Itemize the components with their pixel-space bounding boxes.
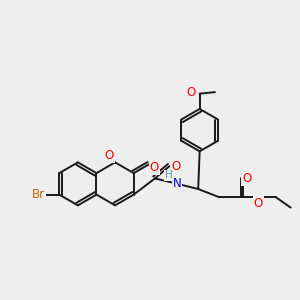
Text: O: O <box>254 197 263 210</box>
Text: O: O <box>150 161 159 174</box>
Text: O: O <box>171 160 180 172</box>
Text: N: N <box>172 177 182 190</box>
Text: O: O <box>105 149 114 162</box>
Text: Br: Br <box>32 188 45 201</box>
Text: O: O <box>242 172 252 184</box>
Text: H: H <box>165 170 172 181</box>
Text: O: O <box>186 85 196 99</box>
